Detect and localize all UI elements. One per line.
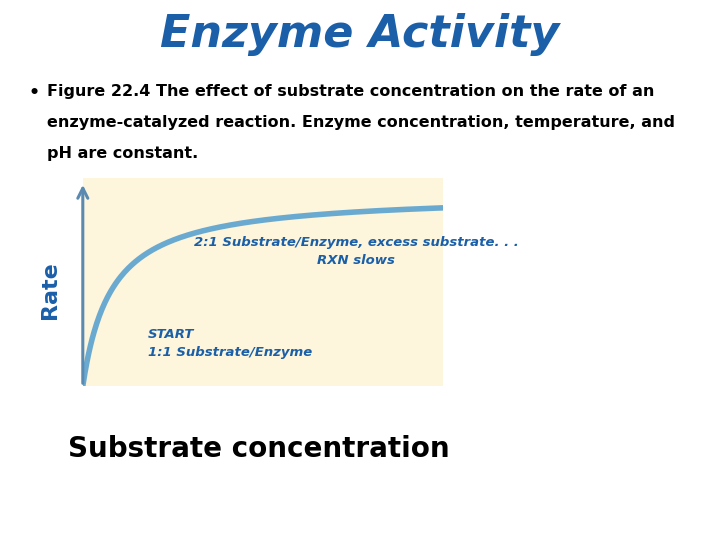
Text: Figure 22.4 The effect of substrate concentration on the rate of an: Figure 22.4 The effect of substrate conc…: [47, 84, 654, 99]
Text: Enzyme Activity: Enzyme Activity: [161, 14, 559, 57]
Text: 2:1 Substrate/Enzyme, excess substrate. . .
RXN slows: 2:1 Substrate/Enzyme, excess substrate. …: [194, 236, 519, 267]
Text: START
1:1 Substrate/Enzyme: START 1:1 Substrate/Enzyme: [148, 328, 312, 359]
Text: enzyme-catalyzed reaction. Enzyme concentration, temperature, and: enzyme-catalyzed reaction. Enzyme concen…: [47, 115, 675, 130]
Text: Rate: Rate: [40, 261, 60, 319]
Text: Substrate concentration: Substrate concentration: [68, 435, 450, 463]
Text: pH are constant.: pH are constant.: [47, 146, 198, 161]
Text: •: •: [29, 84, 40, 102]
